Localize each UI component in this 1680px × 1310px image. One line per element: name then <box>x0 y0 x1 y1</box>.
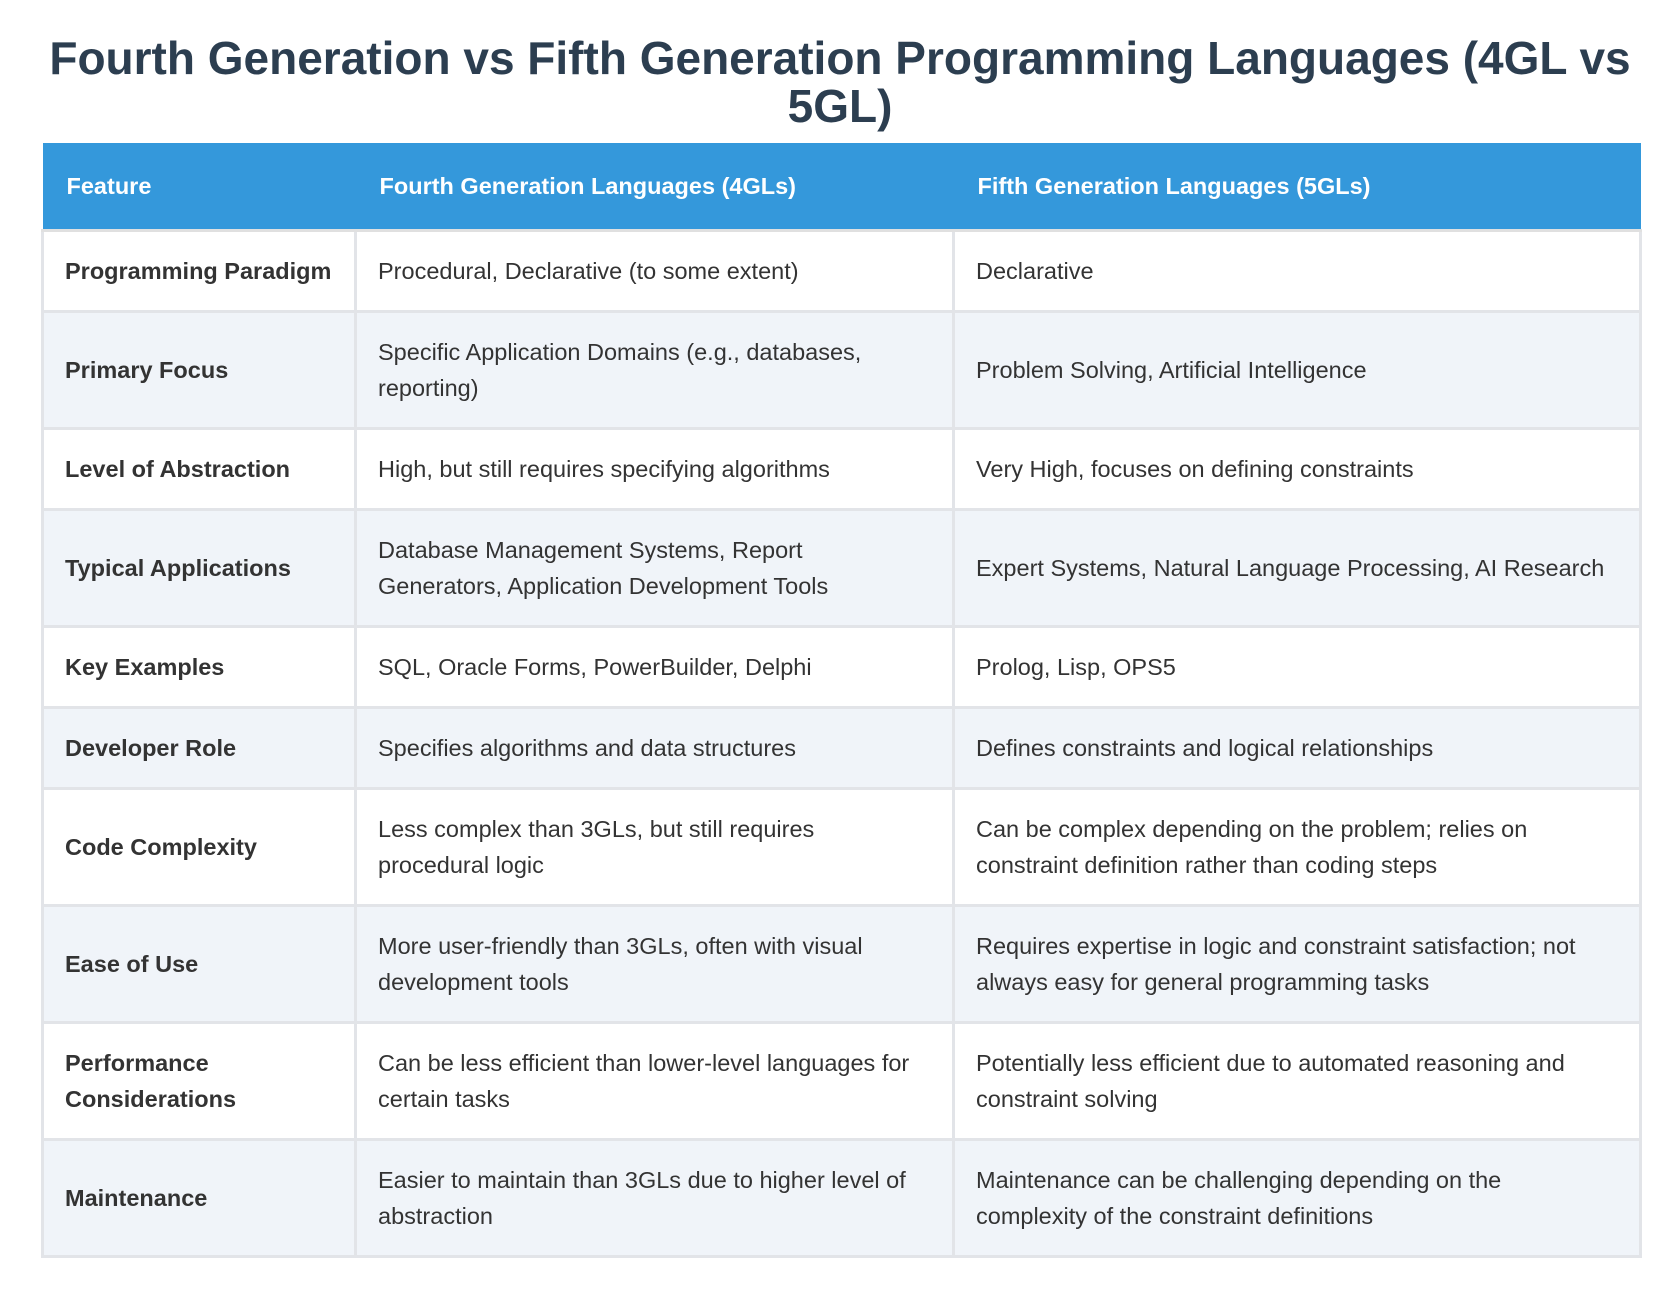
feature-cell: Typical Applications <box>41 508 357 628</box>
4gl-cell: High, but still requires specifying algo… <box>354 427 955 511</box>
feature-cell: Ease of Use <box>41 904 357 1024</box>
4gl-cell: Specifies algorithms and data structures <box>354 706 955 790</box>
4gl-cell: Procedural, Declarative (to some extent) <box>354 229 955 313</box>
table-row: Key Examples SQL, Oracle Forms, PowerBuil… <box>41 625 1642 709</box>
5gl-cell: Declarative <box>952 229 1642 313</box>
5gl-cell: Requires expertise in logic and constrai… <box>952 904 1642 1024</box>
table-row: Level of Abstraction High, but still requ… <box>41 427 1642 511</box>
feature-cell: Performance Considerations <box>41 1021 357 1141</box>
feature-cell: Maintenance <box>41 1138 357 1258</box>
4gl-cell: SQL, Oracle Forms, PowerBuilder, Delphi <box>354 625 955 709</box>
5gl-cell: Can be complex depending on the problem;… <box>952 787 1642 907</box>
table-row: Maintenance Easier to maintain than 3GLs … <box>41 1138 1642 1258</box>
5gl-cell: Potentially less efficient due to automa… <box>952 1021 1642 1141</box>
header-5gl: Fifth Generation Languages (5GLs) <box>953 143 1641 232</box>
feature-cell: Level of Abstraction <box>41 427 357 511</box>
4gl-cell: Specific Application Domains (e.g., data… <box>354 310 955 430</box>
table-row: Developer Role Specifies algorithms and d… <box>41 706 1642 790</box>
header-4gl: Fourth Generation Languages (4GLs) <box>355 143 954 232</box>
4gl-cell: Can be less efficient than lower-level l… <box>354 1021 955 1141</box>
5gl-cell: Defines constraints and logical relation… <box>952 706 1642 790</box>
table-row: Typical Applications Database Management … <box>41 508 1642 628</box>
feature-cell: Developer Role <box>41 706 357 790</box>
5gl-cell: Problem Solving, Artificial Intelligence <box>952 310 1642 430</box>
feature-cell: Key Examples <box>41 625 357 709</box>
header-row: Feature Fourth Generation Languages (4GL… <box>42 143 1641 232</box>
4gl-cell: More user-friendly than 3GLs, often with… <box>354 904 955 1024</box>
5gl-cell: Maintenance can be challenging depending… <box>952 1138 1642 1258</box>
page-title: Fourth Generation vs Fifth Generation Pr… <box>49 32 1631 132</box>
table-row: Primary Focus Specific Application Domain… <box>41 310 1642 430</box>
comparison-table: Feature Fourth Generation Languages (4GL… <box>41 143 1642 1258</box>
4gl-cell: Easier to maintain than 3GLs due to high… <box>354 1138 955 1258</box>
feature-cell: Code Complexity <box>41 787 357 907</box>
feature-cell: Primary Focus <box>41 310 357 430</box>
4gl-cell: Database Management Systems, Report Gene… <box>354 508 955 628</box>
4gl-cell: Less complex than 3GLs, but still requir… <box>354 787 955 907</box>
header-feature: Feature <box>42 143 356 232</box>
feature-cell: Programming Paradigm <box>41 229 357 313</box>
table-row: Programming Paradigm Procedural, Declarat… <box>41 229 1642 313</box>
5gl-cell: Prolog, Lisp, OPS5 <box>952 625 1642 709</box>
table-row: Code Complexity Less complex than 3GLs, b… <box>41 787 1642 907</box>
table-row: Ease of Use More user-friendly than 3GLs,… <box>41 904 1642 1024</box>
table-row: Performance Considerations Can be less ef… <box>41 1021 1642 1141</box>
5gl-cell: Very High, focuses on defining constrain… <box>952 427 1642 511</box>
5gl-cell: Expert Systems, Natural Language Process… <box>952 508 1642 628</box>
